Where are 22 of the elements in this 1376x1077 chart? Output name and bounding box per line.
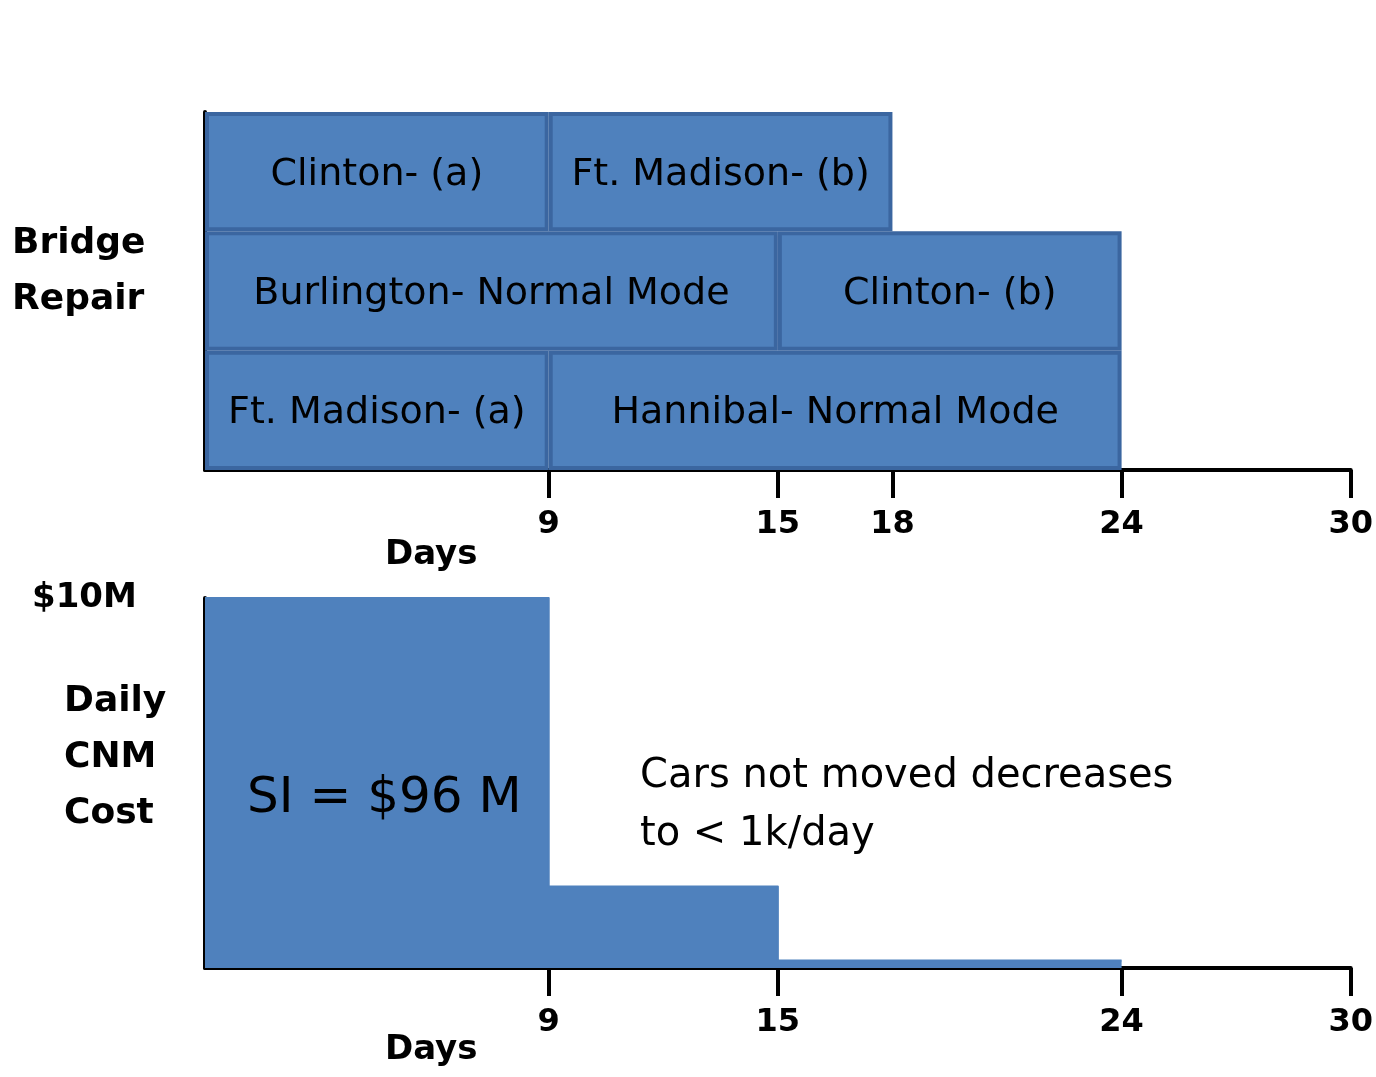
x-tick-label: 9 — [537, 503, 560, 541]
y-axis-title: Bridge Repair — [12, 219, 146, 317]
data-label: Hannibal- Normal Mode — [611, 388, 1059, 433]
x-tick-label: 24 — [1099, 1001, 1144, 1039]
x-tick-label: 30 — [1328, 1001, 1373, 1039]
annotation: SI = $96 M — [247, 766, 522, 824]
text: $10M — [32, 575, 137, 615]
x-tick-label: 15 — [755, 503, 801, 541]
data-label: Burlington- Normal Mode — [253, 269, 730, 313]
x-tick-label: 30 — [1328, 503, 1373, 541]
x-tick-label: 24 — [1099, 503, 1144, 541]
x-axis-title: Days — [385, 532, 478, 572]
data-label: Clinton- (a) — [270, 149, 484, 194]
x-tick-label: 9 — [537, 1001, 560, 1039]
x-tick-label: 15 — [755, 1001, 801, 1039]
data-label: Ft. Madison- (b) — [571, 149, 870, 194]
annotation: Cars not moved decreases to < 1k/day — [640, 750, 1187, 854]
data-label: Ft. Madison- (a) — [228, 388, 526, 433]
x-tick-label: 18 — [870, 503, 915, 541]
x-axis-title: Days — [385, 1027, 478, 1067]
data-label: Clinton- (b) — [842, 269, 1057, 313]
y-axis-title: Daily CNM Cost — [64, 677, 167, 831]
